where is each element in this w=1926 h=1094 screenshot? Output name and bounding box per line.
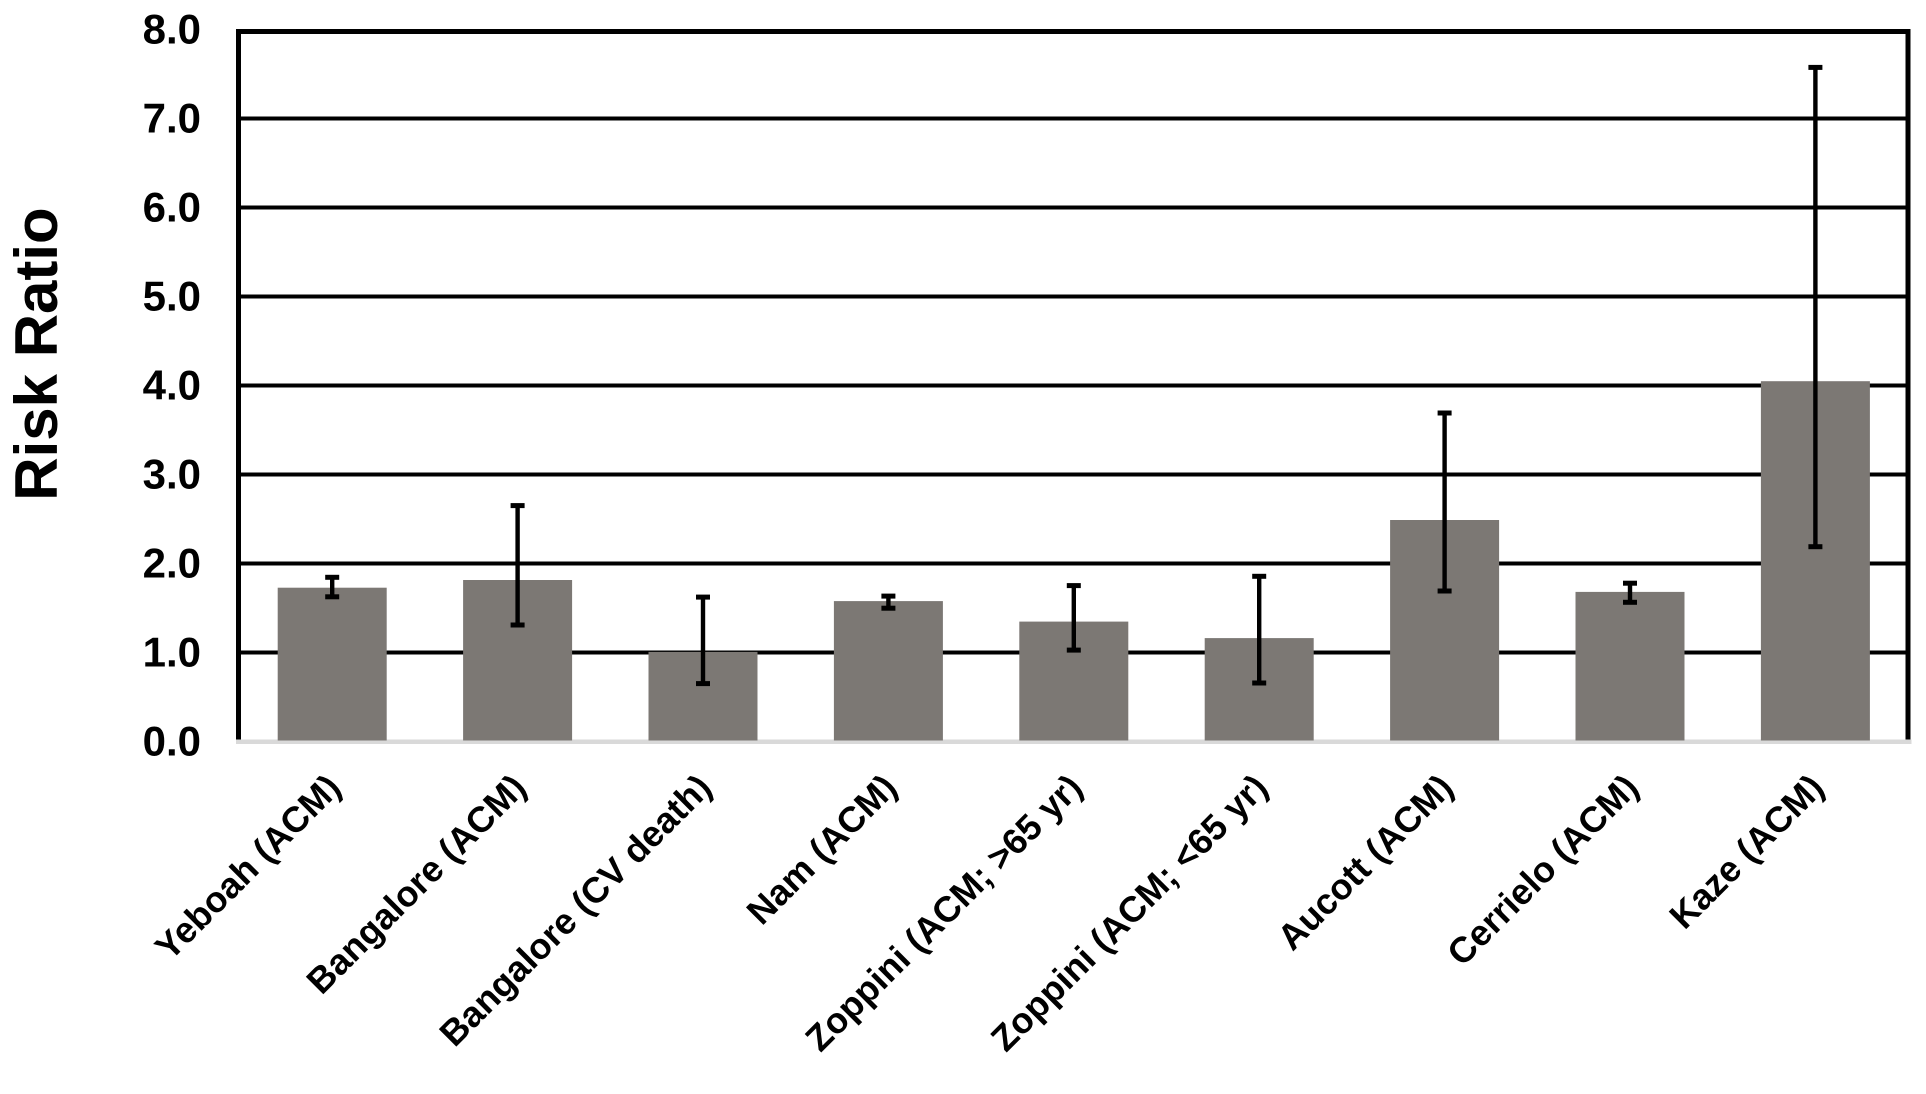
svg-text:0.0: 0.0: [143, 718, 201, 765]
svg-text:7.0: 7.0: [143, 95, 201, 142]
svg-text:8.0: 8.0: [143, 6, 201, 53]
svg-text:6.0: 6.0: [143, 184, 201, 231]
svg-text:2.0: 2.0: [143, 540, 201, 587]
svg-text:5.0: 5.0: [143, 273, 201, 320]
svg-text:3.0: 3.0: [143, 451, 201, 498]
svg-text:Risk Ratio: Risk Ratio: [3, 207, 70, 500]
svg-text:1.0: 1.0: [143, 629, 201, 676]
svg-text:4.0: 4.0: [143, 362, 201, 409]
